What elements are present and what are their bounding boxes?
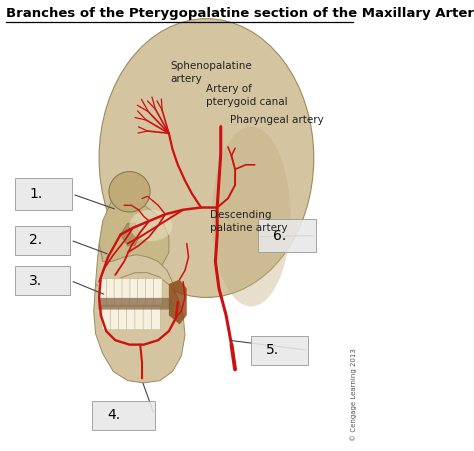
FancyBboxPatch shape [15, 266, 71, 295]
FancyBboxPatch shape [127, 306, 136, 330]
Polygon shape [94, 273, 185, 383]
FancyBboxPatch shape [122, 279, 130, 305]
Polygon shape [120, 223, 140, 246]
Ellipse shape [109, 171, 150, 212]
Text: 1.: 1. [29, 187, 43, 201]
FancyBboxPatch shape [146, 279, 154, 305]
Polygon shape [96, 244, 178, 360]
FancyBboxPatch shape [130, 279, 138, 305]
Text: Branches of the Pterygopalatine section of the Maxillary Artery: Branches of the Pterygopalatine section … [6, 7, 474, 20]
FancyBboxPatch shape [118, 306, 128, 330]
Ellipse shape [129, 210, 173, 241]
FancyBboxPatch shape [15, 226, 71, 255]
Text: Artery of
pterygoid canal: Artery of pterygoid canal [207, 84, 288, 107]
FancyBboxPatch shape [99, 298, 172, 309]
FancyBboxPatch shape [258, 219, 316, 253]
FancyBboxPatch shape [135, 306, 144, 330]
Text: Sphenopalatine
artery: Sphenopalatine artery [171, 61, 253, 84]
FancyBboxPatch shape [102, 306, 111, 330]
Polygon shape [99, 185, 169, 284]
FancyBboxPatch shape [99, 279, 107, 305]
Text: Descending
palatine artery: Descending palatine artery [210, 210, 288, 233]
FancyBboxPatch shape [143, 306, 152, 330]
FancyBboxPatch shape [138, 279, 146, 305]
FancyBboxPatch shape [114, 279, 123, 305]
Text: Pharyngeal artery: Pharyngeal artery [230, 115, 323, 125]
Text: 2.: 2. [29, 233, 42, 247]
FancyBboxPatch shape [15, 178, 72, 210]
FancyBboxPatch shape [151, 306, 160, 330]
FancyBboxPatch shape [106, 279, 115, 305]
Ellipse shape [212, 127, 291, 306]
Ellipse shape [99, 18, 314, 298]
Polygon shape [169, 280, 187, 324]
FancyBboxPatch shape [154, 279, 162, 305]
Text: 6.: 6. [273, 229, 286, 243]
Text: © Cengage Learning 2013: © Cengage Learning 2013 [350, 349, 357, 442]
FancyBboxPatch shape [110, 306, 119, 330]
Text: 3.: 3. [29, 274, 42, 288]
Text: 5.: 5. [265, 343, 279, 357]
FancyBboxPatch shape [251, 336, 309, 365]
Text: 4.: 4. [108, 409, 121, 423]
FancyBboxPatch shape [92, 401, 155, 430]
